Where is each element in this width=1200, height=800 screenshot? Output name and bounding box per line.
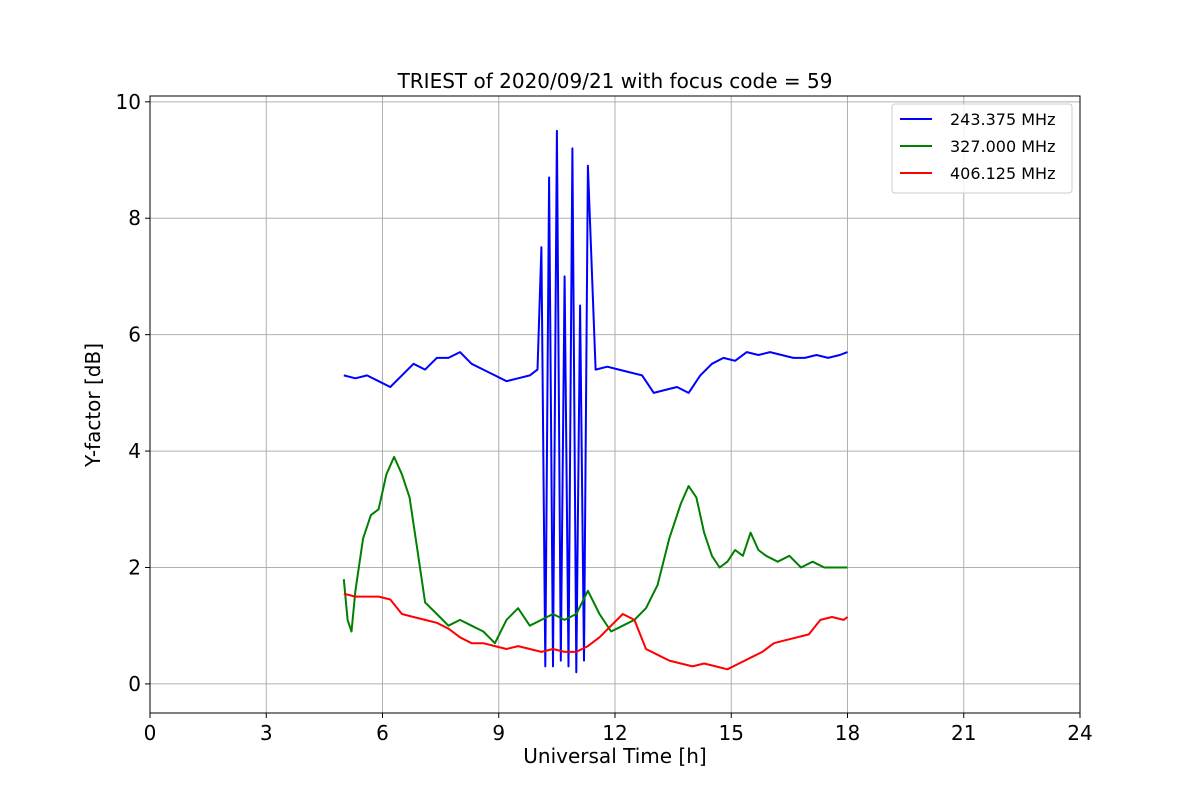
x-tick-label: 0 [144, 721, 157, 745]
series-line-3 [343, 592, 849, 671]
y-tick-label: 6 [128, 323, 141, 347]
series-line-1 [343, 129, 848, 674]
x-tick-label: 6 [376, 721, 389, 745]
legend-label: 406.125 MHz [950, 164, 1055, 183]
y-tick-label: 8 [128, 206, 141, 230]
x-axis-label: Universal Time [h] [523, 744, 706, 768]
series-layer [342, 129, 849, 674]
chart-title: TRIEST of 2020/09/21 with focus code = 5… [397, 69, 833, 93]
y-tick-label: 4 [128, 439, 141, 463]
legend-label: 243.375 MHz [950, 110, 1055, 129]
legend-label: 327.000 MHz [950, 137, 1055, 156]
x-tick-label: 15 [719, 721, 744, 745]
legend: 243.375 MHz 327.000 MHz 406.125 MHz [891, 103, 1073, 194]
x-tick-label: 24 [1067, 721, 1092, 745]
x-tick-label: 12 [602, 721, 627, 745]
x-tick-label: 18 [835, 721, 860, 745]
x-tick-label: 9 [492, 721, 505, 745]
y-axis-label: Y-factor [dB] [81, 343, 105, 468]
legend-box [891, 103, 1073, 194]
y-tick-label: 10 [116, 90, 141, 114]
x-tick-label: 3 [260, 721, 273, 745]
series-line-2 [342, 455, 848, 645]
x-tick-label: 21 [951, 721, 976, 745]
y-tick-label: 0 [128, 672, 141, 696]
y-tick-label: 2 [128, 555, 141, 579]
